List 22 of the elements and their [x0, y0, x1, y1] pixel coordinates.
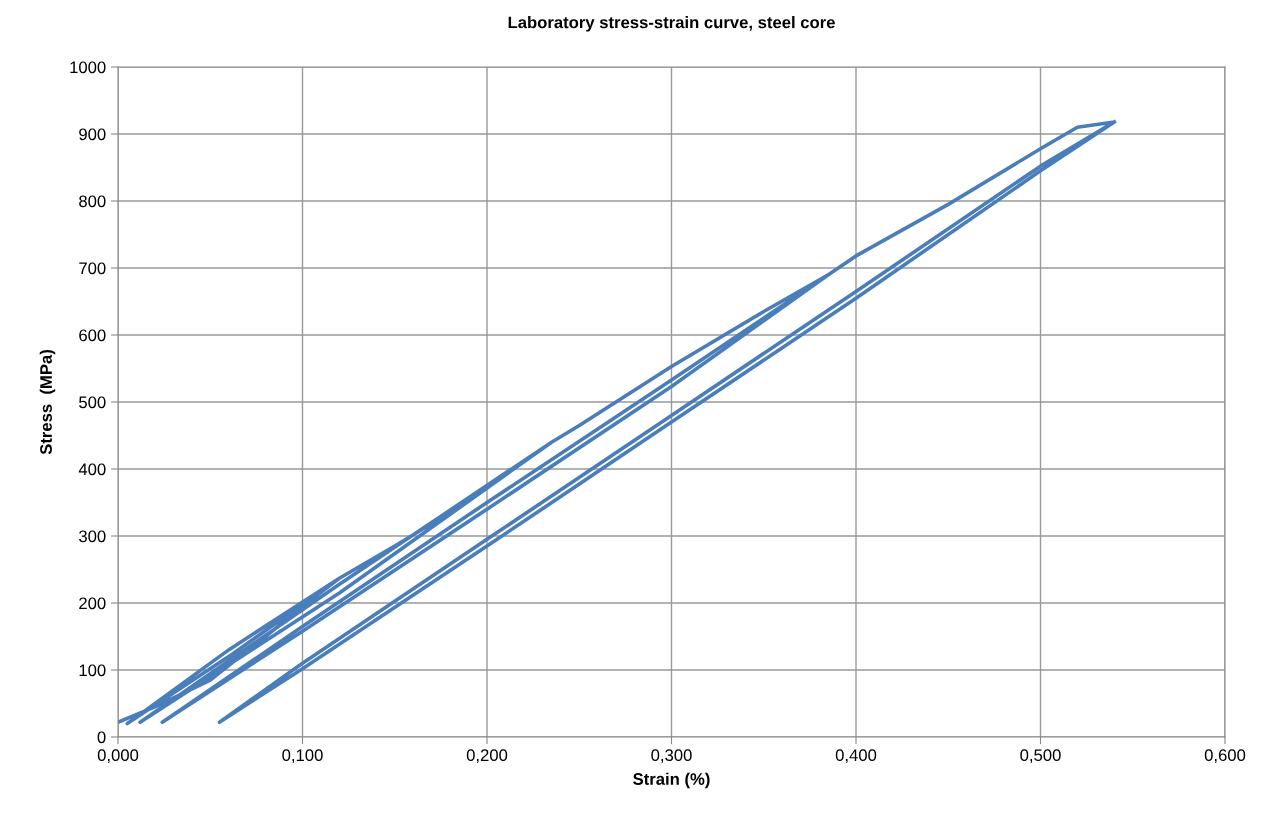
x-tick-label: 0,600 — [1204, 749, 1246, 764]
y-tick-label: 1000 — [70, 61, 106, 74]
x-tick-label: 0,200 — [466, 749, 508, 764]
chart-title: Laboratory stress-strain curve, steel core — [508, 16, 835, 32]
y-tick-label: 900 — [79, 128, 106, 141]
y-tick-label: 100 — [79, 664, 106, 677]
y-tick-label: 300 — [79, 530, 106, 543]
y-tick-label: 200 — [79, 597, 106, 610]
x-axis-title: Strain (%) — [633, 772, 710, 789]
line-series — [118, 120, 1117, 726]
x-tick-label: 0,500 — [1020, 749, 1061, 764]
x-tick-label: 0,300 — [651, 749, 692, 764]
x-tick-label: 0,100 — [282, 749, 323, 764]
y-axis-title: Stress (MPa) — [39, 350, 56, 455]
y-tick-label: 700 — [79, 262, 106, 275]
x-tick-label: 0,400 — [835, 749, 877, 764]
y-tick-label: 0 — [97, 731, 106, 744]
y-tick-label: 500 — [79, 396, 106, 409]
y-tick-label: 400 — [78, 463, 106, 476]
y-tick-label: 800 — [79, 195, 106, 208]
y-tick-label: 600 — [79, 329, 106, 342]
x-tick-label: 0,000 — [97, 749, 139, 764]
